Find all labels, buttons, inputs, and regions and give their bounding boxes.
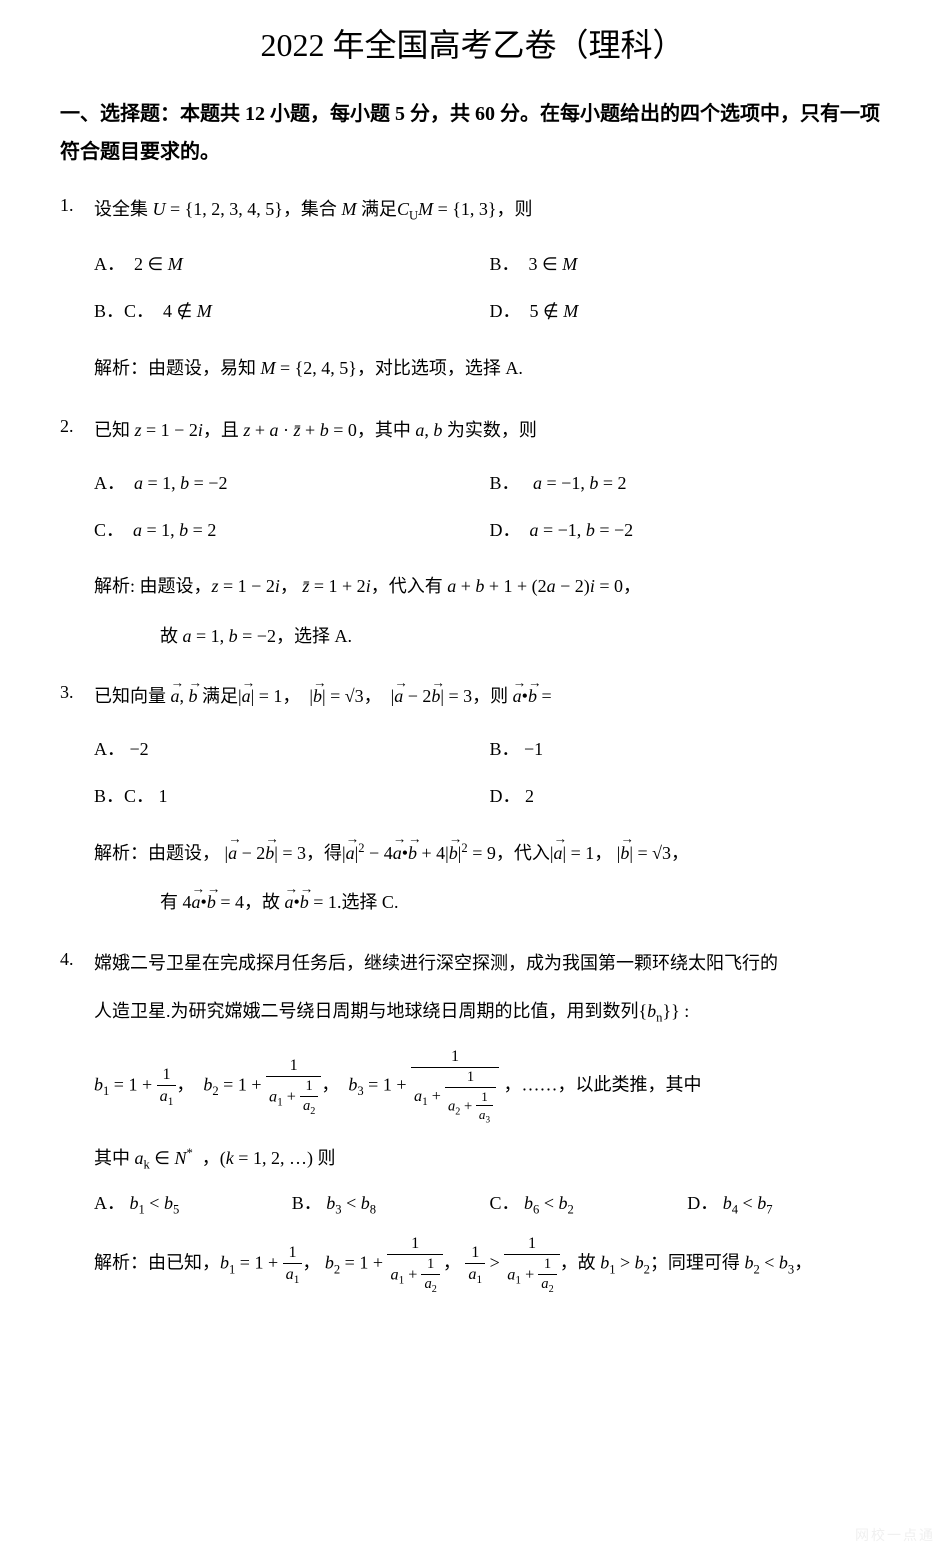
q2-number: 2. bbox=[60, 412, 94, 441]
q3-solution: 解析：由题设， |a − 2b| = 3，得|a|2 − 4a•b + 4|b|… bbox=[94, 832, 885, 875]
q1-options: A． 2 ∈ M B．C． 4 ∉ M B． 3 ∈ M D． 5 ∉ M bbox=[94, 241, 885, 335]
q2-optB-label: B． bbox=[490, 473, 520, 493]
question-3: 3. 已知向量 a, b 满足|a| = 1， |b| = √3， |a − 2… bbox=[60, 678, 885, 922]
question-2: 2. 已知 z = 1 − 2i，且 z + a · z̄ + b = 0，其中… bbox=[60, 412, 885, 656]
q4-optC-label: C． bbox=[490, 1193, 520, 1213]
q3-solution-cont: 有 4a•b = 4，故 a•b = 1.选择 C. bbox=[160, 883, 885, 923]
q4-optD-label: D． bbox=[687, 1193, 718, 1213]
q1-optB-label: B． bbox=[490, 254, 520, 274]
q1-optA-label: A． bbox=[94, 254, 125, 274]
q3-optB-label: B． bbox=[490, 739, 520, 759]
q2-optD-label: D． bbox=[490, 520, 521, 540]
q4-options: A． b1 < b5 B． b3 < b8 C． b6 < b2 D． b4 <… bbox=[94, 1189, 885, 1220]
q4-optB-label: B． bbox=[292, 1193, 322, 1213]
watermark: 网校一点通 bbox=[855, 1526, 935, 1548]
q3-number: 3. bbox=[60, 678, 94, 707]
q4-number: 4. bbox=[60, 945, 94, 974]
q3-text: 已知向量 a, b 满足|a| = 1， |b| = √3， |a − 2b| … bbox=[94, 678, 885, 714]
q2-options: A． a = 1, b = −2 C． a = 1, b = 2 B． a = … bbox=[94, 460, 885, 554]
q3-optD-label: D． bbox=[490, 786, 521, 806]
q3-options: A． −2 B．C． 1 B． −1 D． 2 bbox=[94, 726, 885, 820]
section-header: 一、选择题：本题共 12 小题，每小题 5 分，共 60 分。在每小题给出的四个… bbox=[60, 95, 885, 171]
exam-title: 2022 年全国高考乙卷（理科） bbox=[60, 20, 885, 71]
q2-optA-label: A． bbox=[94, 473, 125, 493]
q1-text: 设全集 U = {1, 2, 3, 4, 5}，集合 M 满足CUM = {1,… bbox=[94, 191, 885, 229]
q2-text: 已知 z = 1 − 2i，且 z + a · z̄ + b = 0，其中 a,… bbox=[94, 412, 885, 448]
q4-text: 嫦娥二号卫星在完成探月任务后，继续进行深空探测，成为我国第一颗环绕太阳飞行的 人… bbox=[94, 945, 885, 1031]
question-4: 4. 嫦娥二号卫星在完成探月任务后，继续进行深空探测，成为我国第一颗环绕太阳飞行… bbox=[60, 945, 885, 1297]
q4-optA-label: A． bbox=[94, 1193, 125, 1213]
q2-solution: 解析: 由题设，z = 1 − 2i， z̄ = 1 + 2i，代入有 a + … bbox=[94, 565, 885, 608]
q1-number: 1. bbox=[60, 191, 94, 220]
q2-solution-cont: 故 a = 1, b = −2，选择 A. bbox=[160, 617, 885, 657]
q4-formula: b1 = 1 + 1a1， b2 = 1 + 1a1 + 1a2， b3 = 1… bbox=[94, 1046, 885, 1127]
q1-optC-label: B．C． bbox=[94, 301, 154, 321]
q3-optC-label: B．C． bbox=[94, 786, 154, 806]
q3-optA-label: A． bbox=[94, 739, 125, 759]
q2-optC-label: C． bbox=[94, 520, 124, 540]
q1-optD-label: D． bbox=[490, 301, 521, 321]
q4-condition: 其中 ak ∈ N* ，(k = 1, 2, …) 则 bbox=[94, 1143, 885, 1175]
question-1: 1. 设全集 U = {1, 2, 3, 4, 5}，集合 M 满足CUM = … bbox=[60, 191, 885, 390]
q4-solution: 解析：由已知，b1 = 1 + 1a1， b2 = 1 + 1a1 + 1a2，… bbox=[94, 1233, 885, 1296]
q1-solution: 解析：由题设，易知 M = {2, 4, 5}，对比选项，选择 A. bbox=[94, 347, 885, 390]
